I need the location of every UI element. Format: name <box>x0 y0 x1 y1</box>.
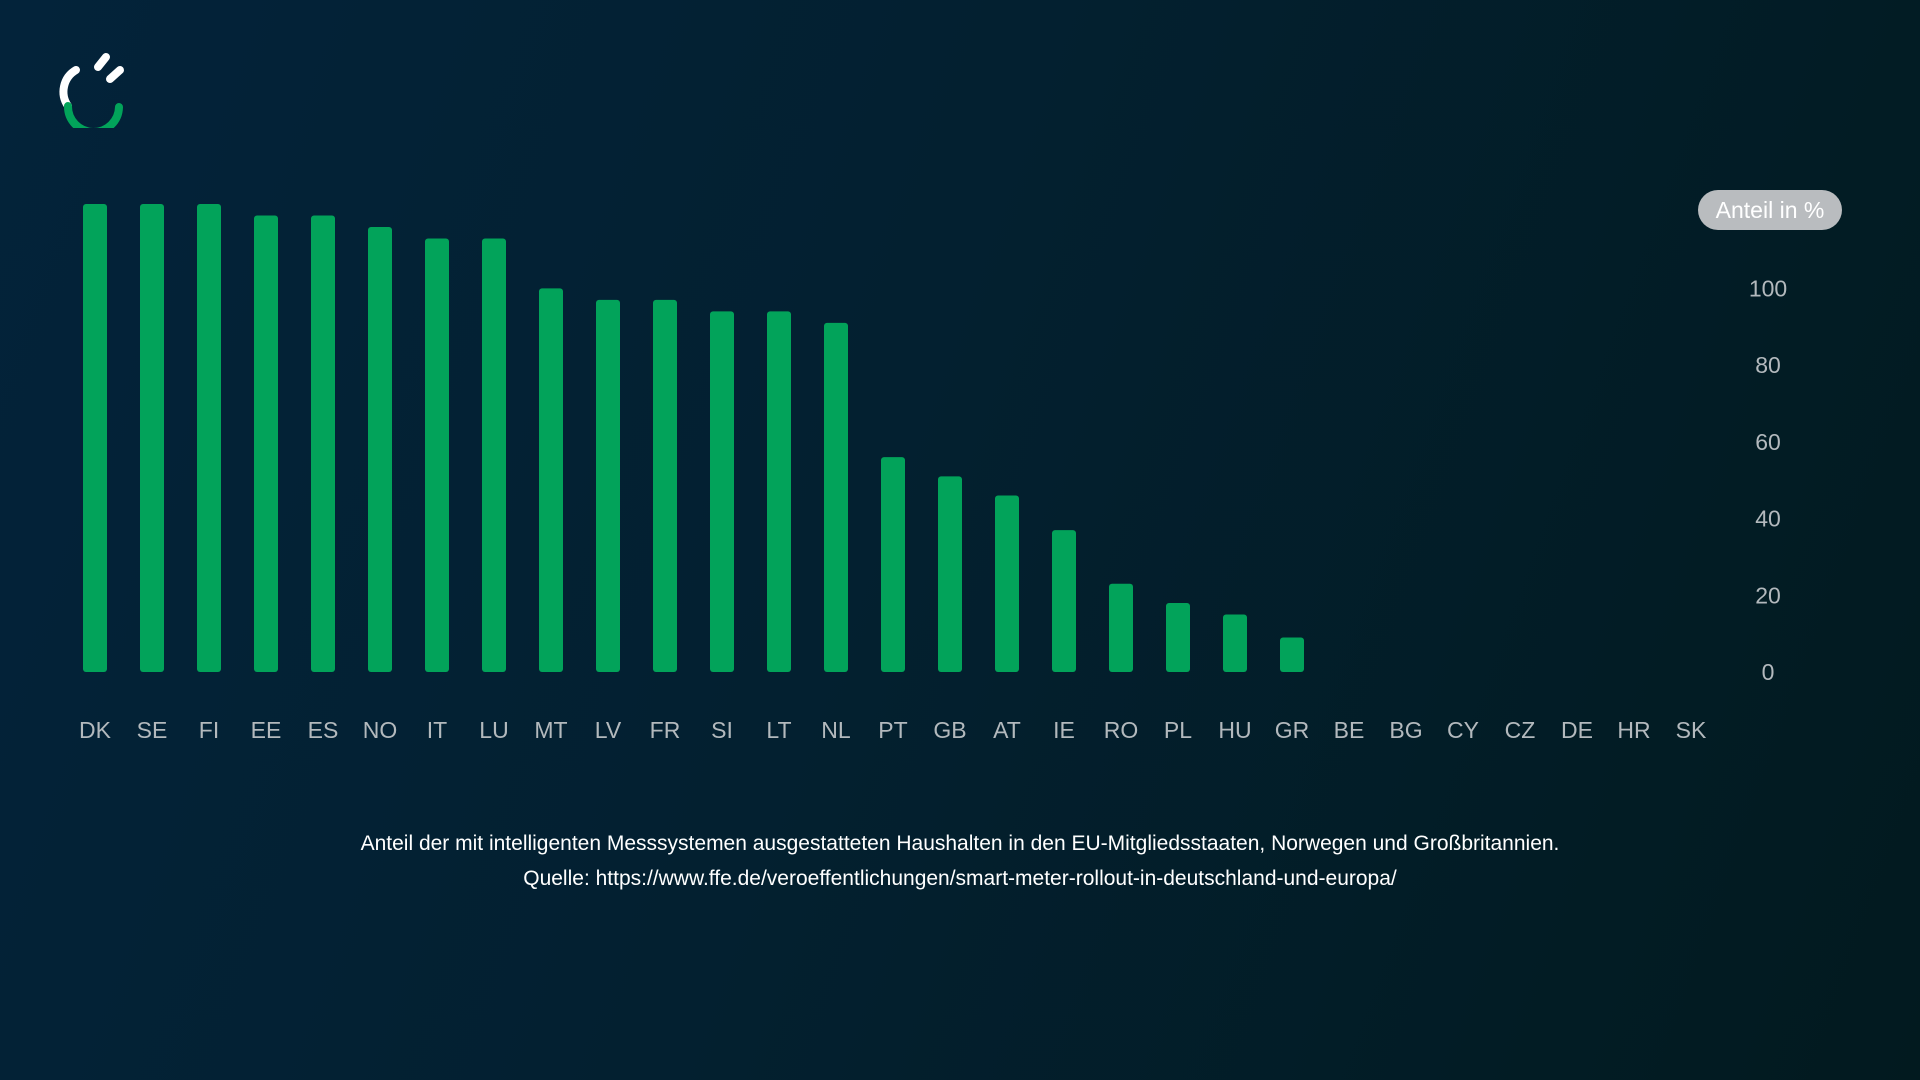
bar-gb <box>938 476 962 672</box>
bar-si <box>710 311 734 672</box>
x-tick-gb: GB <box>933 717 966 743</box>
x-tick-it: IT <box>427 717 447 743</box>
bar-nl <box>824 322 848 672</box>
bar-fi <box>197 204 221 672</box>
bar-pt <box>881 457 905 672</box>
x-tick-be: BE <box>1334 717 1365 743</box>
x-tick-si: SI <box>711 717 733 743</box>
bar-lt <box>767 311 791 672</box>
x-tick-gr: GR <box>1275 717 1310 743</box>
y-tick-40: 40 <box>1755 506 1781 532</box>
bar-ro <box>1109 583 1133 672</box>
bar-chart: DK SE FI EE ES NO IT LU MT LV FR SI LT NL PT GB AT IE RO PL… <box>79 204 1787 743</box>
x-tick-nl: NL <box>821 717 851 743</box>
y-axis-title: Anteil in % <box>1698 190 1842 230</box>
x-tick-de: DE <box>1561 717 1593 743</box>
bar-hu <box>1223 614 1247 672</box>
y-tick-20: 20 <box>1755 582 1781 608</box>
x-tick-ie: IE <box>1053 717 1075 743</box>
x-tick-fr: FR <box>650 717 681 743</box>
x-tick-lt: LT <box>766 717 791 743</box>
bar-ee <box>254 215 278 673</box>
x-tick-sk: SK <box>1676 717 1707 743</box>
x-tick-at: AT <box>993 717 1021 743</box>
x-tick-es: ES <box>308 717 339 743</box>
x-tick-bg: BG <box>1389 717 1422 743</box>
bar-fr <box>653 299 677 672</box>
x-tick-pl: PL <box>1164 717 1192 743</box>
y-axis-labels: 0 20 40 60 80 100 <box>1749 275 1787 685</box>
plug-arc-icon <box>59 53 124 128</box>
bar-pl <box>1166 602 1190 672</box>
bar-lu <box>482 238 506 672</box>
y-tick-80: 80 <box>1755 352 1781 378</box>
y-tick-100: 100 <box>1749 275 1787 301</box>
bar-at <box>995 495 1019 672</box>
x-tick-cz: CZ <box>1505 717 1536 743</box>
x-tick-cy: CY <box>1447 717 1479 743</box>
bar-gr <box>1280 637 1304 672</box>
x-tick-lv: LV <box>595 717 622 743</box>
bar-es <box>311 215 335 673</box>
y-tick-0: 0 <box>1762 659 1775 685</box>
x-tick-ro: RO <box>1104 717 1139 743</box>
bar-no <box>368 227 392 672</box>
bar-se <box>140 204 164 672</box>
bar-dk <box>83 204 107 672</box>
x-tick-lu: LU <box>479 717 508 743</box>
x-tick-no: NO <box>363 717 398 743</box>
x-tick-ee: EE <box>251 717 282 743</box>
x-tick-dk: DK <box>79 717 112 743</box>
bar-ie <box>1052 530 1076 672</box>
x-tick-mt: MT <box>534 717 567 743</box>
bar-lv <box>596 299 620 672</box>
caption-description: Anteil der mit intelligenten Messsysteme… <box>360 832 1560 855</box>
bar-mt <box>539 288 563 672</box>
bar-it <box>425 238 449 672</box>
x-tick-hr: HR <box>1617 717 1650 743</box>
x-tick-se: SE <box>137 717 168 743</box>
bars-group <box>83 204 1304 673</box>
y-tick-60: 60 <box>1755 429 1781 455</box>
caption-source: Quelle: https://www.ffe.de/veroeffentlic… <box>523 867 1397 890</box>
chart-caption: Anteil der mit intelligenten Messsysteme… <box>0 826 1920 896</box>
x-tick-pt: PT <box>878 717 907 743</box>
x-tick-hu: HU <box>1218 717 1251 743</box>
x-axis-labels: DK SE FI EE ES NO IT LU MT LV FR SI LT NL PT GB AT IE RO PL… <box>79 717 1707 743</box>
x-tick-fi: FI <box>199 717 219 743</box>
